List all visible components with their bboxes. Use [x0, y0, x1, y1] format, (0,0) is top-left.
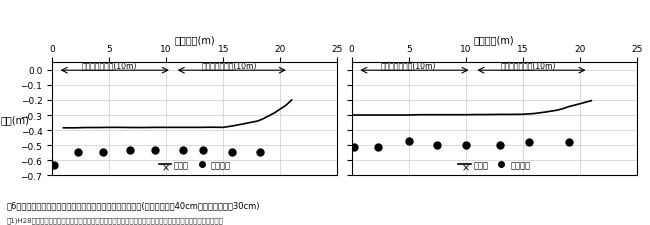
Point [98, 151, 109, 155]
Point [461, 144, 471, 147]
Text: サブソイラー無(10m): サブソイラー無(10m) [501, 61, 556, 70]
Point [49, 163, 60, 167]
Point [404, 139, 414, 143]
Point [348, 145, 359, 149]
Text: サブソイラー有(10m): サブソイラー有(10m) [381, 61, 436, 70]
Point [495, 144, 505, 147]
Point [150, 149, 160, 153]
X-axis label: 施工延長(m): 施工延長(m) [474, 35, 515, 45]
Point [564, 141, 574, 144]
Legend: 溝深度, 施工深度: 溝深度, 施工深度 [155, 157, 234, 173]
Text: サブソイラー有(10m): サブソイラー有(10m) [81, 61, 136, 70]
Point [523, 141, 534, 144]
Text: 図6　溝掘り器による溝深度及び暗渠施工器による施工深度(左図：溝深度40cm，右図：溝深度30cm): 図6 溝掘り器による溝深度及び暗渠施工器による施工深度(左図：溝深度40cm，右… [6, 200, 260, 209]
X-axis label: 施工延長(m): 施工延長(m) [174, 35, 215, 45]
Text: サブソイラー無(10m): サブソイラー無(10m) [202, 61, 257, 70]
Text: 注1)H28場内試験の暗渠施工器による施工は、開削作業のみ行い、掘削深度とは開削した暗渠溝の深度をさす: 注1)H28場内試験の暗渠施工器による施工は、開削作業のみ行い、掘削深度とは開削… [6, 216, 224, 223]
Text: ×: × [462, 163, 470, 173]
Point [73, 151, 83, 155]
Y-axis label: 深度(m): 深度(m) [0, 114, 29, 124]
Point [178, 149, 188, 152]
Point [124, 149, 135, 153]
Point [255, 151, 265, 154]
Point [198, 148, 208, 152]
Point [372, 145, 383, 149]
Point [432, 144, 443, 147]
Point [227, 151, 237, 154]
Legend: 溝深度, 施工深度: 溝深度, 施工深度 [455, 157, 534, 173]
Text: ×: × [162, 163, 170, 173]
